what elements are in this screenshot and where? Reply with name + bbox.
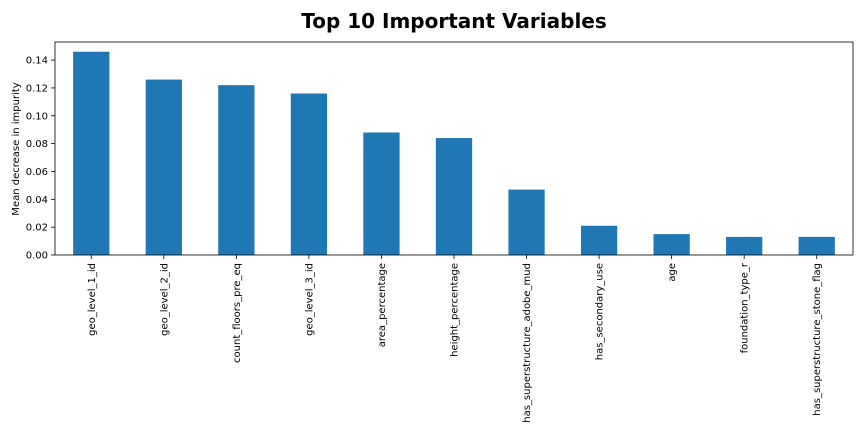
bar-has_superstructure_adobe_mud (508, 189, 545, 255)
x-tick-label: height_percentage (450, 263, 461, 357)
y-tick-label: 0.00 (26, 251, 48, 262)
x-tick-label: geo_level_3_id (304, 263, 315, 336)
bar-height_percentage (435, 138, 473, 255)
bar-geo_level_3_id (290, 93, 328, 256)
x-tick-label: geo_level_1_id (87, 263, 98, 336)
x-tick-label: has_superstructure_adobe_mud (522, 263, 533, 423)
bar-geo_level_2_id (145, 79, 182, 256)
y-tick-label: 0.14 (26, 56, 48, 67)
bars-group (73, 51, 835, 256)
x-tick-label: count_floors_pre_eq (232, 263, 243, 363)
y-axis-label: Mean decrease in impurity (11, 82, 22, 215)
x-tick-label: has_secondary_use (595, 263, 606, 360)
chart-title: Top 10 Important Variables (301, 9, 607, 33)
x-tick-label: geo_level_2_id (159, 263, 170, 336)
y-ticks-group: 0.00 0.02 0.04 0.06 0.08 0.10 0.12 0.14 (26, 56, 55, 262)
bar-has_superstructure_stone_flag (798, 236, 835, 255)
bar-count_floors_pre_eq (218, 85, 255, 255)
x-tick-label: foundation_type_r (740, 262, 751, 353)
bar-area_percentage (363, 132, 400, 255)
y-tick-label: 0.06 (26, 167, 48, 178)
plot-frame (54, 41, 854, 256)
x-ticks-group: geo_level_1_id geo_level_2_id count_floors… (87, 255, 823, 423)
y-tick-label: 0.12 (26, 83, 48, 94)
y-tick-label: 0.10 (26, 111, 48, 122)
bar-foundation_type_r (726, 236, 763, 255)
x-tick-label: area_percentage (377, 263, 388, 347)
y-tick-label: 0.08 (26, 139, 48, 150)
x-tick-label: age (667, 263, 678, 282)
x-tick-label: has_superstructure_stone_flag (812, 263, 823, 416)
bar-geo_level_1_id (73, 51, 110, 255)
bar-has_secondary_use (580, 225, 618, 255)
y-tick-label: 0.04 (26, 195, 48, 206)
bar-age (653, 234, 690, 255)
y-tick-label: 0.02 (26, 223, 48, 234)
